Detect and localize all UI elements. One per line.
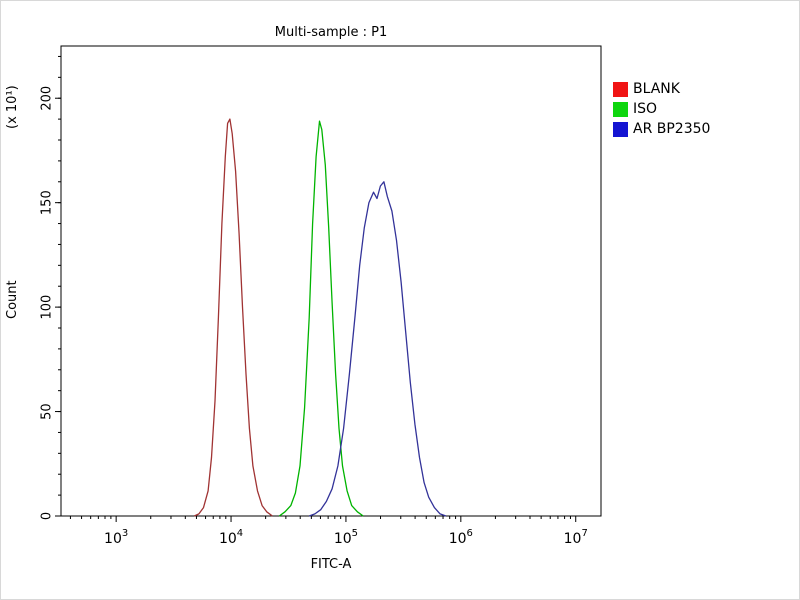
x-axis-label: FITC-A [310, 557, 352, 572]
series-curve-blank [194, 118, 273, 517]
series-curve-iso [278, 120, 364, 517]
legend-item-blank: BLANK [613, 81, 710, 98]
x-tick-label: 104 [219, 528, 243, 547]
legend: BLANK ISO AR BP2350 [613, 81, 710, 141]
plot-frame [60, 45, 602, 517]
series-curve-ar-bp2350 [308, 181, 447, 517]
legend-swatch-blue [613, 122, 628, 137]
legend-item-ar-bp2350: AR BP2350 [613, 121, 710, 138]
chart-title: Multi-sample : P1 [274, 25, 388, 40]
x-tick-label: 105 [334, 528, 358, 547]
y-axis-label: Count [5, 280, 20, 319]
x-tick-label: 103 [104, 528, 128, 547]
y-tick-label: 200 [40, 86, 55, 111]
y-axis-multiplier: (x 10¹) [5, 85, 20, 129]
legend-label: BLANK [633, 81, 680, 97]
legend-swatch-red [613, 82, 628, 97]
legend-item-iso: ISO [613, 101, 710, 118]
legend-swatch-green [613, 102, 628, 117]
y-tick-label: 100 [40, 295, 55, 320]
legend-label: AR BP2350 [633, 121, 711, 137]
y-tick-label: 50 [40, 403, 55, 420]
x-tick-label: 106 [449, 528, 473, 547]
y-tick-label: 0 [40, 512, 55, 520]
legend-label: ISO [633, 101, 658, 117]
y-tick-label: 150 [40, 190, 55, 215]
x-tick-label: 107 [564, 528, 588, 547]
